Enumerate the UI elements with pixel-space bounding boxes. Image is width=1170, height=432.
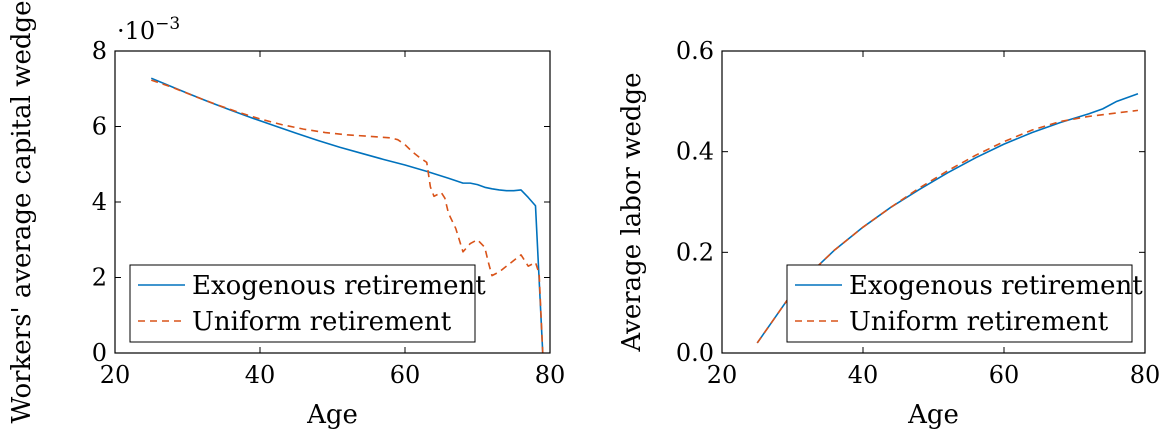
legend-label-2: Uniform retirement <box>849 307 1109 337</box>
legend-label-1: Exogenous retirement <box>192 271 486 301</box>
x-tick-label: 40 <box>245 361 276 389</box>
y-tick-label: 0.4 <box>676 138 714 166</box>
legend-box <box>129 264 476 343</box>
series-line-2 <box>150 79 544 353</box>
x-tick-label: 60 <box>390 361 421 389</box>
x-tick-label: 20 <box>100 361 131 389</box>
x-tick-label: 80 <box>535 361 566 389</box>
y-axis-label: Workers' average capital wedge <box>7 0 37 423</box>
series-line-1 <box>150 77 544 353</box>
y-tick-label: 0 <box>92 339 107 367</box>
legend-label-2: Uniform retirement <box>192 307 452 337</box>
legend-box <box>786 264 1133 343</box>
y-scale-exponent: −3 <box>155 14 180 34</box>
y-tick-label: 0.6 <box>676 37 714 65</box>
legend-label-1: Exogenous retirement <box>849 271 1143 301</box>
y-tick-label: 0.2 <box>676 238 714 266</box>
x-tick-label: 20 <box>707 361 738 389</box>
y-axis-label: Average labor wedge <box>617 72 647 352</box>
plot-frame <box>721 50 1146 354</box>
y-tick-label: 6 <box>92 113 107 141</box>
chart-1: 20 40 60 80 0 2 4 6 8 ·10−3 Age Workers' average ca… <box>7 0 565 430</box>
y-tick-label: 2 <box>92 264 107 292</box>
x-axis-label: Age <box>907 400 959 430</box>
x-tick-label: 40 <box>848 361 879 389</box>
chart-2: 20 40 60 80 0.0 0.2 0.4 0.6 Age Average labor wed… <box>617 37 1160 430</box>
y-tick-label: 0.0 <box>676 339 714 367</box>
y-scale-multiplier: ·10−3 <box>117 14 180 45</box>
y-tick-label: 8 <box>92 37 107 65</box>
x-tick-label: 80 <box>1130 361 1161 389</box>
y-tick-label: 4 <box>92 188 107 216</box>
x-axis-label: Age <box>306 400 358 430</box>
x-tick-label: 60 <box>989 361 1020 389</box>
